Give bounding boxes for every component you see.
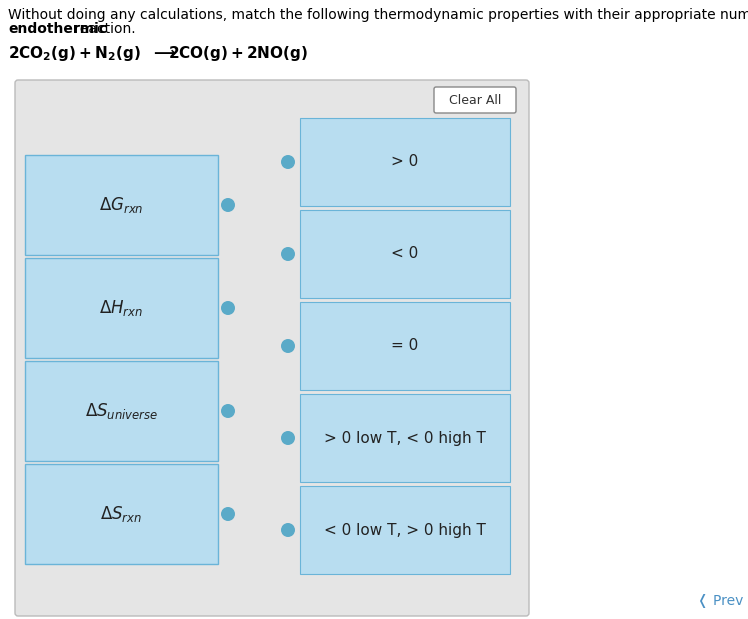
Text: ⟶: ⟶ — [153, 45, 175, 60]
Circle shape — [281, 523, 295, 537]
Circle shape — [281, 339, 295, 353]
Circle shape — [281, 155, 295, 169]
Text: ❬ Prev: ❬ Prev — [696, 594, 743, 608]
FancyBboxPatch shape — [300, 302, 510, 390]
Text: = 0: = 0 — [391, 339, 419, 353]
FancyBboxPatch shape — [300, 210, 510, 298]
Circle shape — [281, 247, 295, 261]
Text: $\Delta H_{rxn}$: $\Delta H_{rxn}$ — [99, 298, 144, 318]
FancyBboxPatch shape — [25, 258, 218, 358]
Text: $\mathbf{2CO_2(g) + N_2(g)}$: $\mathbf{2CO_2(g) + N_2(g)}$ — [8, 44, 141, 63]
Circle shape — [221, 404, 235, 418]
Text: Without doing any calculations, match the following thermodynamic properties wit: Without doing any calculations, match th… — [8, 8, 748, 22]
Circle shape — [281, 431, 295, 445]
FancyBboxPatch shape — [300, 394, 510, 482]
Text: < 0: < 0 — [391, 246, 419, 261]
Text: > 0: > 0 — [391, 155, 419, 170]
FancyBboxPatch shape — [15, 80, 529, 616]
FancyBboxPatch shape — [300, 486, 510, 574]
Text: $\mathbf{2CO(g) + 2NO(g)}$: $\mathbf{2CO(g) + 2NO(g)}$ — [168, 44, 308, 63]
FancyBboxPatch shape — [25, 361, 218, 461]
Text: $\Delta S_{rxn}$: $\Delta S_{rxn}$ — [100, 504, 143, 524]
Text: endothermic: endothermic — [8, 22, 107, 36]
Circle shape — [221, 507, 235, 521]
Circle shape — [221, 301, 235, 315]
Text: reaction.: reaction. — [70, 22, 135, 36]
Text: $\Delta S_{universe}$: $\Delta S_{universe}$ — [85, 401, 159, 421]
FancyBboxPatch shape — [25, 464, 218, 564]
Text: > 0 low T, < 0 high T: > 0 low T, < 0 high T — [324, 430, 486, 446]
Text: Clear All: Clear All — [449, 93, 501, 106]
FancyBboxPatch shape — [300, 118, 510, 206]
FancyBboxPatch shape — [25, 155, 218, 255]
Text: $\Delta G_{rxn}$: $\Delta G_{rxn}$ — [99, 195, 144, 215]
FancyBboxPatch shape — [434, 87, 516, 113]
Text: < 0 low T, > 0 high T: < 0 low T, > 0 high T — [324, 522, 486, 537]
Circle shape — [221, 198, 235, 212]
